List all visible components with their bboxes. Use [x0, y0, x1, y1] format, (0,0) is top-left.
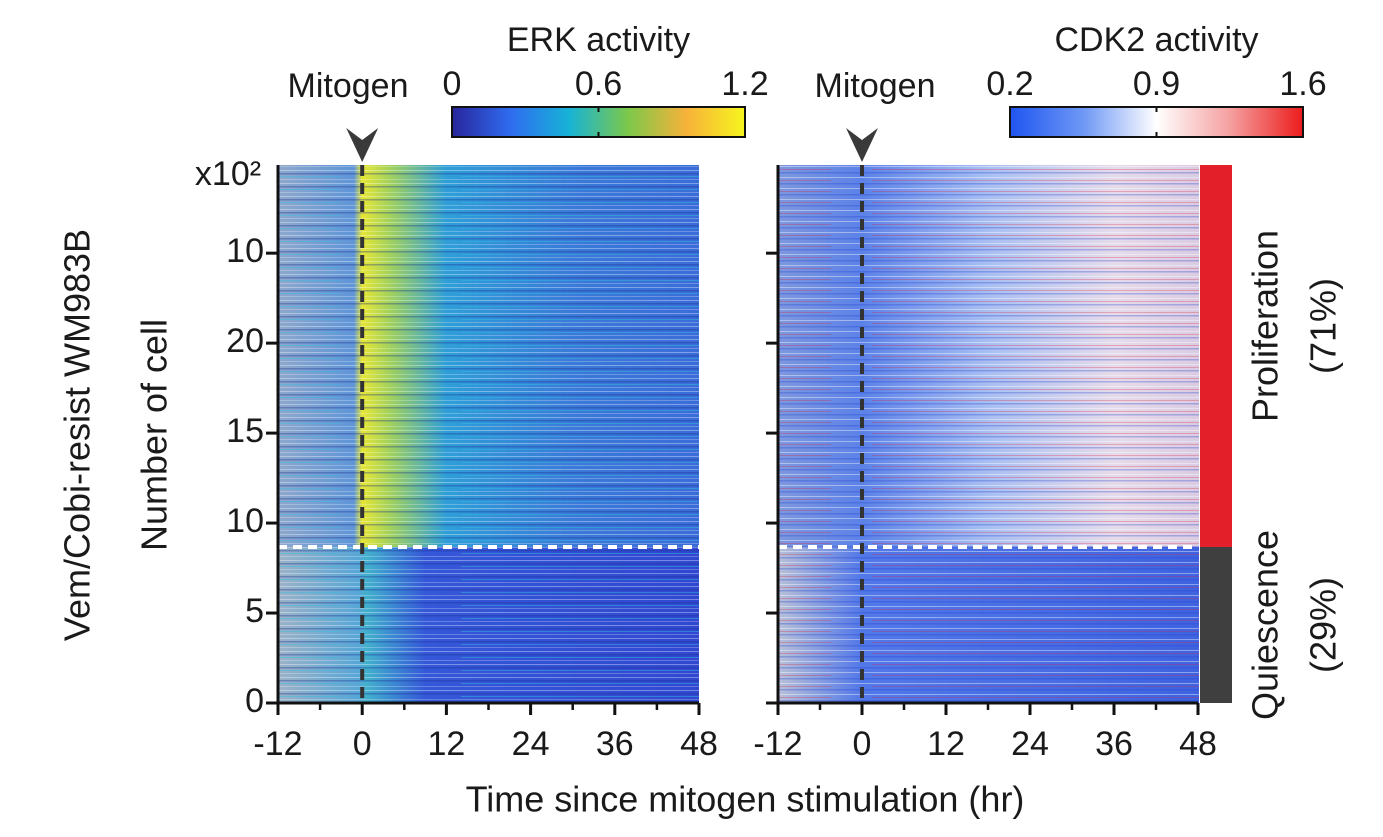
proportion-label: Proliferation	[1245, 230, 1286, 422]
proportion-bar	[1200, 546, 1232, 703]
y-label: Vem/Cobi-resist WM983B	[57, 229, 98, 641]
x-tick-label: 48	[680, 725, 718, 763]
y-tick-label: 10	[226, 502, 264, 540]
x-tick-label: 48	[1179, 725, 1217, 763]
proportion-value: (71%)	[1303, 278, 1344, 374]
colorbar-tick-label: 0.6	[575, 65, 622, 103]
x-tick-label: 36	[1095, 725, 1133, 763]
x-tick-label: 12	[927, 725, 965, 763]
annotation: Mitogen	[815, 67, 936, 105]
x-tick-label: 24	[512, 725, 550, 763]
colorbar-label: ERK activity	[507, 21, 690, 59]
colorbar-tick-label: 1.2	[721, 65, 768, 103]
x-tick-label: 0	[853, 725, 872, 763]
annotation: Mitogen	[288, 67, 409, 105]
x-tick-label: 12	[427, 725, 465, 763]
mitogen-arrow	[846, 128, 878, 162]
proportion-label: Quiescence	[1245, 530, 1286, 720]
colorbar-tick-label: 1.6	[1279, 65, 1326, 103]
y-label: Number of cell	[134, 319, 175, 551]
heatmap-texture	[778, 165, 1199, 703]
x-tick-label: 24	[1011, 725, 1049, 763]
colorbar-tick-label: 0	[443, 65, 462, 103]
y-tick-label: 5	[245, 592, 264, 630]
colorbar-tick-label: 0.2	[986, 65, 1033, 103]
colorbar-tick-label: 0.9	[1133, 65, 1180, 103]
y-multiplier: x10²	[195, 155, 261, 193]
proportion-value: (29%)	[1303, 577, 1344, 673]
heatmap-texture	[278, 165, 699, 703]
y-tick-label: 0	[245, 682, 264, 720]
mitogen-arrow	[346, 128, 379, 162]
x-tick-label: -12	[253, 725, 302, 763]
y-tick-label: 10	[226, 232, 264, 270]
y-tick-label: 15	[226, 412, 264, 450]
x-tick-label: -12	[753, 725, 802, 763]
y-tick-label: 20	[226, 322, 264, 360]
proportion-bar	[1200, 165, 1232, 547]
x-label: Time since mitogen stimulation (hr)	[466, 779, 1025, 820]
colorbar-label: CDK2 activity	[1054, 21, 1258, 59]
x-tick-label: 36	[596, 725, 634, 763]
x-tick-label: 0	[353, 725, 372, 763]
